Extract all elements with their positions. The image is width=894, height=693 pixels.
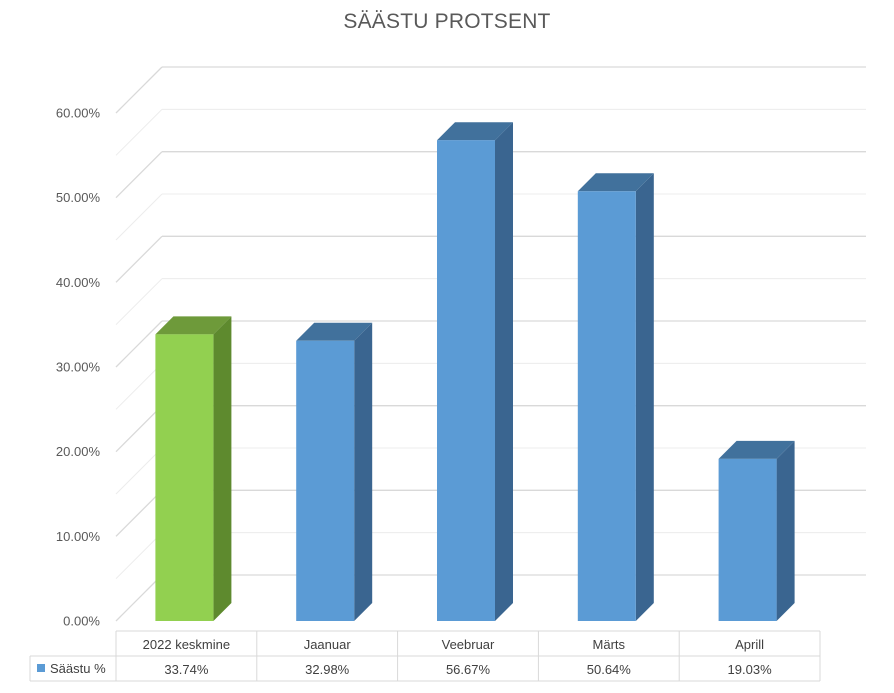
bars	[155, 122, 795, 622]
gridline-diagonal	[115, 66, 163, 114]
bar	[437, 122, 513, 621]
x-category-label: Veebruar	[442, 637, 495, 652]
x-category-label: Aprill	[735, 637, 764, 652]
bar-side	[776, 440, 795, 621]
bar-front	[296, 340, 355, 621]
bar-side	[354, 322, 373, 621]
bar	[718, 440, 795, 621]
bar	[577, 173, 654, 622]
bar-front	[577, 191, 636, 622]
gridline-diagonal	[115, 405, 163, 453]
data-value-label: 56.67%	[446, 662, 491, 677]
gridline-diagonal	[115, 235, 163, 283]
y-tick-label: 20.00%	[56, 444, 101, 459]
gridline-diagonal	[115, 108, 163, 156]
y-tick-label: 60.00%	[56, 106, 101, 121]
y-tick-label: 10.00%	[56, 529, 101, 544]
data-value-label: 33.74%	[164, 662, 209, 677]
data-value-label: 32.98%	[305, 662, 350, 677]
gridline-diagonal	[115, 151, 163, 199]
gridline-diagonal	[115, 193, 163, 241]
legend-series-name: Säästu %	[50, 661, 106, 676]
gridline-diagonal	[115, 320, 163, 368]
gridline-diagonal	[115, 278, 163, 326]
y-tick-label: 0.00%	[63, 614, 100, 629]
legend-key	[37, 664, 45, 672]
y-tick-label: 50.00%	[56, 190, 101, 205]
bar-front	[437, 140, 495, 621]
bar-front	[718, 458, 777, 621]
gridline-diagonal	[115, 489, 163, 537]
gridline-diagonal	[115, 447, 163, 495]
x-category-label: 2022 keskmine	[143, 637, 230, 652]
gridline-diagonal	[115, 532, 163, 580]
data-value-label: 50.64%	[587, 662, 632, 677]
bar-top	[437, 122, 513, 141]
x-category-label: Jaanuar	[304, 637, 352, 652]
data-value-label: 19.03%	[728, 662, 773, 677]
bar-side	[635, 173, 654, 622]
bar-top	[577, 173, 654, 192]
bar-top	[296, 322, 373, 341]
bar	[296, 322, 373, 621]
bar-side	[213, 316, 232, 621]
x-category-label: Märts	[593, 637, 626, 652]
y-tick-label: 30.00%	[56, 360, 101, 375]
bar-top	[155, 316, 232, 335]
y-tick-label: 40.00%	[56, 275, 101, 290]
bar	[155, 316, 232, 621]
data-table: 2022 keskmine 33.74% Jaanuar 32.98% Veebruar…	[29, 630, 821, 682]
chart-title: SÄÄSTU PROTSENT	[343, 10, 551, 33]
bar-side	[495, 122, 513, 621]
bar-top	[718, 440, 795, 459]
gridline-diagonal	[115, 362, 163, 410]
bar-front	[155, 334, 214, 621]
gridline-diagonal	[115, 574, 163, 622]
y-axis-ticks: 0.00% 10.00% 20.00% 30.00% 40.00% 50.00% 60.00…	[56, 106, 101, 629]
